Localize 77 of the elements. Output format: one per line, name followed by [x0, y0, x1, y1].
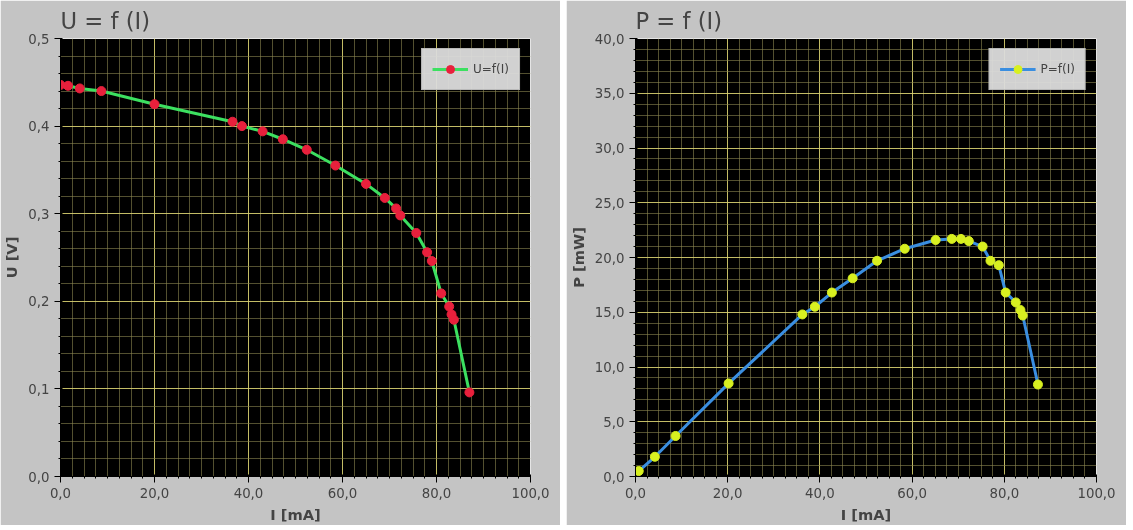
legend-label: P=f(I) — [1040, 62, 1075, 76]
y-tick-label: 0,1 — [28, 381, 50, 397]
point — [993, 260, 1004, 271]
point — [635, 466, 644, 477]
x-tick-label: 80,0 — [989, 485, 1020, 501]
point — [985, 255, 996, 266]
point — [826, 287, 837, 298]
point — [277, 134, 288, 145]
point — [464, 387, 475, 398]
point — [930, 234, 941, 245]
y-axis-title: U [V] — [3, 236, 21, 279]
y-tick-label: 20,0 — [594, 250, 625, 266]
y-tick-label: 15,0 — [594, 305, 625, 321]
x-tick-label: 0,0 — [49, 485, 72, 501]
point — [723, 378, 734, 389]
point — [426, 256, 437, 266]
point — [899, 243, 910, 254]
point — [257, 126, 268, 137]
point — [977, 241, 988, 252]
point — [847, 273, 858, 284]
chart-title: U = f (I) — [60, 7, 151, 34]
y-tick-label: 30,0 — [594, 141, 625, 156]
point — [1010, 297, 1021, 308]
point — [391, 203, 402, 214]
point — [1032, 379, 1043, 390]
point — [649, 451, 660, 462]
x-tick-label: 0,0 — [624, 485, 647, 501]
point — [74, 83, 85, 94]
y-axis-title: P [mW] — [569, 227, 587, 288]
x-tick-label: 40,0 — [805, 485, 835, 501]
x-tick-label: 40,0 — [233, 485, 264, 501]
point — [797, 309, 808, 320]
x-tick-label: 60,0 — [897, 485, 927, 501]
point — [809, 301, 820, 312]
point — [946, 233, 957, 244]
x-tick-label: 80,0 — [421, 485, 452, 501]
point — [872, 255, 883, 266]
y-tick-label: 25,0 — [594, 195, 625, 211]
legend-label: U=f(I) — [473, 62, 509, 76]
point — [436, 288, 447, 299]
point — [1017, 310, 1028, 321]
point — [422, 247, 433, 258]
point — [63, 80, 74, 91]
point — [670, 430, 681, 441]
x-tick-label: 100,0 — [1077, 485, 1116, 501]
y-tick-label: 5,0 — [603, 414, 625, 430]
x-tick-label: 100,0 — [511, 485, 550, 501]
point — [236, 121, 247, 132]
y-tick-label: 0,4 — [28, 119, 50, 135]
point — [963, 236, 974, 247]
y-tick-label: 0,0 — [603, 469, 625, 485]
y-tick-label: 40,0 — [594, 31, 625, 47]
point — [411, 227, 422, 238]
point — [448, 314, 459, 325]
point — [96, 86, 107, 97]
point — [444, 301, 455, 312]
chart-title: P = f (I) — [635, 7, 723, 34]
x-tick-label: 20,0 — [139, 485, 170, 501]
x-axis-title: I [mA] — [840, 505, 892, 523]
x-axis-title: I [mA] — [270, 505, 321, 523]
y-tick-label: 10,0 — [594, 360, 625, 375]
y-tick-label: 0,2 — [28, 294, 50, 310]
y-tick-label: 0,3 — [28, 206, 50, 222]
y-tick-label: 35,0 — [594, 86, 625, 102]
point — [330, 160, 341, 171]
x-tick-label: 20,0 — [712, 485, 743, 501]
y-tick-label: 0,0 — [28, 469, 50, 485]
point — [361, 178, 371, 189]
point — [149, 99, 160, 110]
point — [301, 144, 312, 155]
point — [955, 233, 966, 244]
y-tick-label: 0,5 — [28, 31, 50, 47]
point — [1000, 287, 1011, 298]
point — [395, 210, 406, 221]
x-tick-label: 60,0 — [327, 485, 358, 501]
point — [379, 192, 390, 203]
point — [227, 116, 238, 127]
